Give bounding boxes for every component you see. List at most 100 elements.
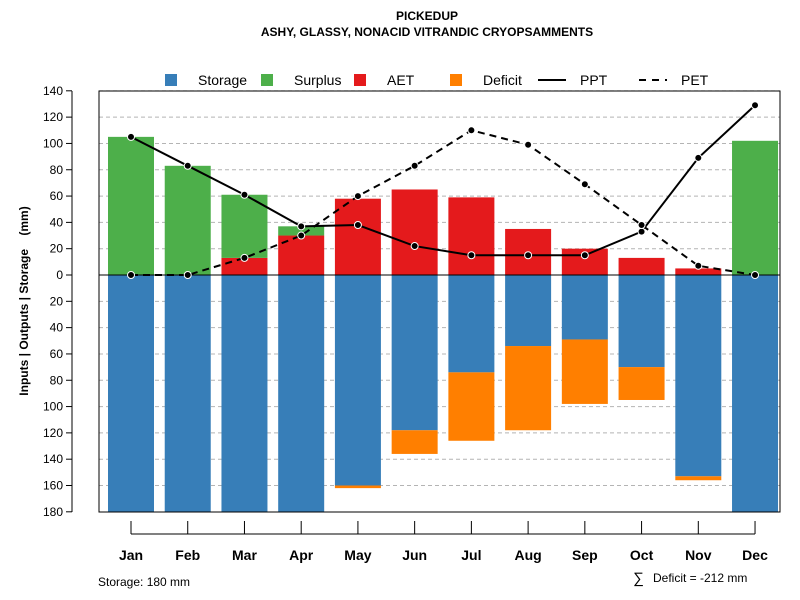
bar-aet-may bbox=[334, 198, 381, 275]
legend-swatch-aet bbox=[354, 74, 366, 86]
x-tick-label-jun: Jun bbox=[402, 547, 427, 563]
legend-swatch-surplus bbox=[261, 74, 273, 86]
bar-aet-jun bbox=[391, 189, 438, 275]
bar-storage-apr bbox=[278, 275, 325, 512]
series-lines bbox=[127, 101, 760, 279]
bar-aet-oct bbox=[618, 257, 665, 275]
bar-surplus-feb bbox=[164, 165, 211, 275]
point-pet-feb bbox=[183, 271, 192, 279]
bar-storage-sep bbox=[561, 275, 608, 340]
bar-surplus-mar bbox=[221, 194, 268, 258]
y-tick-label: 60 bbox=[50, 189, 64, 203]
bar-aet-nov bbox=[675, 268, 722, 275]
x-tick-label-jan: Jan bbox=[119, 547, 143, 563]
bar-storage-aug bbox=[505, 275, 552, 347]
point-pet-aug bbox=[524, 140, 533, 149]
bar-deficit-sep bbox=[561, 339, 608, 404]
y-tick-label: 40 bbox=[50, 215, 64, 229]
plot-frame bbox=[98, 90, 781, 513]
bar-surplus-jan bbox=[108, 136, 154, 275]
y-axis-label: Inputs | Outputs | Storage (mm) bbox=[17, 206, 31, 395]
line-ppt bbox=[130, 104, 756, 257]
legend-swatch-deficit bbox=[450, 74, 462, 86]
point-ppt-jan bbox=[127, 132, 135, 141]
point-ppt-aug bbox=[524, 251, 533, 260]
y-tick-label: 140 bbox=[43, 452, 63, 466]
y-tick-label: 120 bbox=[43, 110, 63, 124]
bar-deficit-may bbox=[334, 485, 381, 489]
bar-deficit-nov bbox=[675, 476, 722, 481]
bar-deficit-jun bbox=[391, 430, 438, 454]
footnote-deficit: Deficit = -212 mm bbox=[653, 571, 747, 585]
x-tick-label-oct: Oct bbox=[630, 547, 654, 563]
point-ppt-oct bbox=[637, 227, 646, 236]
x-tick-label-jul: Jul bbox=[461, 547, 481, 563]
footnote-storage: Storage: 180 mm bbox=[98, 575, 190, 589]
y-tick-label: 60 bbox=[50, 347, 64, 361]
bar-deficit-jul bbox=[448, 372, 495, 441]
y-tick-label: 80 bbox=[50, 373, 64, 387]
point-pet-dec bbox=[751, 271, 760, 279]
x-tick-label-feb: Feb bbox=[175, 547, 200, 563]
bar-storage-mar bbox=[221, 275, 268, 512]
point-ppt-nov bbox=[694, 153, 703, 162]
x-tick-label-mar: Mar bbox=[232, 547, 257, 563]
y-tick-label: 140 bbox=[43, 84, 63, 98]
sum-symbol: ∑ bbox=[633, 570, 644, 587]
bar-deficit-oct bbox=[618, 367, 665, 400]
point-pet-apr bbox=[297, 231, 306, 240]
point-pet-sep bbox=[580, 180, 589, 189]
bar-surplus-apr bbox=[278, 226, 325, 236]
bar-storage-jun bbox=[391, 275, 438, 431]
x-tick-label-dec: Dec bbox=[742, 547, 768, 563]
point-pet-jul bbox=[467, 126, 476, 135]
bar-storage-feb bbox=[164, 275, 211, 512]
point-ppt-dec bbox=[751, 101, 760, 110]
point-ppt-feb bbox=[183, 161, 192, 170]
legend-swatch-storage bbox=[165, 74, 177, 86]
point-ppt-jul bbox=[467, 251, 476, 260]
y-tick-label: 20 bbox=[50, 294, 64, 308]
y-tick-label: 40 bbox=[50, 321, 64, 335]
bar-surplus-dec bbox=[732, 140, 779, 275]
legend-label-aet: AET bbox=[387, 72, 415, 88]
bar-storage-jul bbox=[448, 275, 495, 373]
point-pet-nov bbox=[694, 261, 703, 270]
legend-label-deficit: Deficit bbox=[483, 72, 522, 88]
legend-label-storage: Storage bbox=[198, 72, 247, 88]
legend-label-pet: PET bbox=[681, 72, 709, 88]
y-tick-label: 20 bbox=[50, 242, 64, 256]
point-pet-may bbox=[353, 192, 362, 201]
point-ppt-sep bbox=[580, 251, 589, 260]
point-ppt-may bbox=[353, 221, 362, 230]
bar-aet-mar bbox=[221, 257, 268, 275]
x-tick-label-may: May bbox=[344, 547, 371, 563]
x-tick-label-sep: Sep bbox=[572, 547, 598, 563]
point-ppt-jun bbox=[410, 242, 419, 251]
bar-storage-dec bbox=[732, 275, 779, 512]
point-pet-jun bbox=[410, 161, 419, 170]
y-axis: 140 120 100 80 60 40 20 0 20 40 60 80 100 120 140 160 18… bbox=[43, 84, 73, 519]
bars bbox=[108, 136, 779, 512]
y-tick-label: 80 bbox=[50, 163, 64, 177]
bar-storage-jan bbox=[108, 275, 154, 512]
y-tick-label: 100 bbox=[43, 136, 63, 150]
point-ppt-mar bbox=[240, 190, 249, 199]
x-tick-label-aug: Aug bbox=[515, 547, 542, 563]
chart-subtitle: ASHY, GLASSY, NONACID VITRANDIC CRYOPSAM… bbox=[261, 25, 593, 39]
point-ppt-apr bbox=[297, 222, 306, 231]
y-tick-label: 0 bbox=[56, 268, 63, 282]
x-tick-label-nov: Nov bbox=[685, 547, 712, 563]
bar-storage-may bbox=[334, 275, 381, 486]
point-pet-mar bbox=[240, 253, 249, 262]
point-pet-oct bbox=[637, 221, 646, 230]
legend: Storage Surplus AET Deficit PPT PET bbox=[165, 72, 709, 88]
y-tick-label: 120 bbox=[43, 426, 63, 440]
legend-label-surplus: Surplus bbox=[294, 72, 341, 88]
point-pet-jan bbox=[127, 271, 135, 279]
bar-storage-nov bbox=[675, 275, 722, 477]
legend-label-ppt: PPT bbox=[580, 72, 608, 88]
bar-storage-oct bbox=[618, 275, 665, 368]
chart-title: PICKEDUP bbox=[396, 9, 458, 23]
